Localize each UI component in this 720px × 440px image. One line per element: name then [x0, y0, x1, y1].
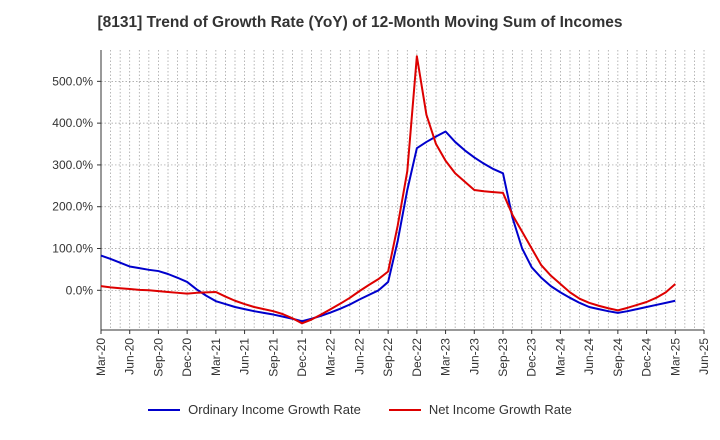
- x-tick-label: Dec-20: [180, 338, 194, 377]
- x-tick-label: Mar-24: [553, 338, 567, 376]
- legend-label: Net Income Growth Rate: [428, 402, 572, 417]
- y-tick-labels: 0.0% 100.0% 200.0% 300.0% 400.0% 500.0%: [52, 74, 93, 297]
- x-tick-label: Jun-23: [467, 338, 481, 375]
- x-tick-labels: Mar-20 Jun-20 Sep-20 Dec-20 Mar-21 Jun-21 Sep-…: [94, 338, 711, 377]
- series-lines: [100, 55, 676, 325]
- legend-item-net-income: Net Income Growth Rate: [388, 402, 572, 417]
- y-tick-label: 100.0%: [52, 242, 93, 256]
- x-tick-label: Dec-22: [410, 338, 424, 377]
- x-tick-label: Jun-20: [123, 338, 137, 375]
- chart-legend: Ordinary Income Growth Rate Net Income Gr…: [0, 402, 720, 417]
- axes: [97, 50, 705, 334]
- legend-swatch: [148, 408, 181, 411]
- x-tick-label: Dec-21: [295, 338, 309, 377]
- x-tick-label: Sep-21: [266, 338, 280, 377]
- x-tick-label: Jun-22: [352, 338, 366, 375]
- legend-swatch: [388, 408, 421, 411]
- x-tick-label: Mar-20: [94, 338, 108, 376]
- x-tick-label: Sep-20: [151, 338, 165, 377]
- x-tick-label: Jun-25: [697, 338, 711, 375]
- x-tick-label: Jun-21: [238, 338, 252, 375]
- x-tick-label: Dec-23: [525, 338, 539, 377]
- x-tick-label: Sep-22: [381, 338, 395, 377]
- y-tick-label: 300.0%: [52, 158, 93, 172]
- y-tick-label: 400.0%: [52, 116, 93, 130]
- x-tick-label: Jun-24: [582, 338, 596, 375]
- grid-lines: [100, 50, 705, 330]
- y-tick-label: 0.0%: [66, 283, 94, 297]
- x-tick-label: Mar-23: [439, 338, 453, 376]
- x-tick-label: Dec-24: [640, 338, 654, 377]
- x-tick-label: Mar-25: [668, 338, 682, 376]
- x-tick-label: Mar-22: [324, 338, 338, 376]
- ordinary-income-growth-line: [100, 130, 676, 323]
- y-tick-label: 200.0%: [52, 200, 93, 214]
- x-tick-label: Sep-23: [496, 338, 510, 377]
- legend-item-ordinary-income: Ordinary Income Growth Rate: [148, 402, 361, 417]
- legend-label: Ordinary Income Growth Rate: [188, 402, 361, 417]
- y-tick-label: 500.0%: [52, 74, 93, 88]
- net-income-growth-line: [100, 55, 676, 325]
- chart-title: [8131] Trend of Growth Rate (YoY) of 12-…: [97, 14, 623, 31]
- x-tick-label: Mar-21: [209, 338, 223, 376]
- x-tick-label: Sep-24: [611, 338, 625, 377]
